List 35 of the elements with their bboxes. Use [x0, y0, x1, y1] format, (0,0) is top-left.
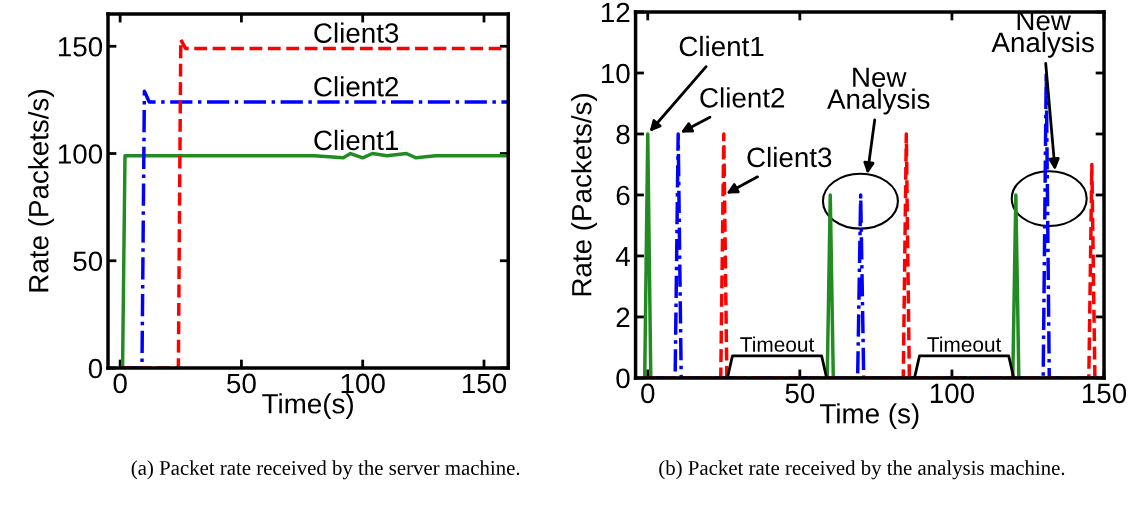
y-tick-label: 4 [615, 246, 630, 267]
annotation: Timeout [927, 336, 1002, 352]
y-tick-label: 150 [58, 36, 103, 57]
line-series [118, 151, 509, 369]
y-tick-label: 10 [601, 63, 630, 84]
y-tick-label: 50 [73, 251, 103, 272]
series-label: Client1 [314, 129, 399, 151]
annotation: Client1 [679, 35, 764, 57]
series-label: Client3 [314, 22, 399, 43]
annotation: Client3 [747, 146, 832, 168]
annotation: New Analysis [827, 67, 930, 115]
y-tick-label: 2 [616, 307, 630, 328]
y-axis-title: Rate (Packets/s) [571, 94, 598, 296]
annotation: Client2 [700, 87, 785, 108]
y-tick-label: 100 [58, 144, 103, 164]
y-axis-title: Rate (Packets/s) [28, 90, 55, 292]
x-axis-title: Time (s) [820, 403, 919, 430]
x-tick-label: 150 [462, 373, 507, 394]
x-tick-label: 100 [930, 383, 975, 404]
x-tick-label: 0 [641, 383, 655, 404]
x-tick-label: 50 [785, 383, 815, 404]
y-tick-label: 6 [616, 185, 630, 206]
x-axis-title: Time(s) [262, 393, 353, 420]
annotation: New Analysis [991, 11, 1094, 58]
x-tick-label: 0 [113, 373, 127, 394]
y-tick-label: 0 [88, 358, 103, 379]
text: (a) Packet rate received by the server machine. [131, 460, 520, 480]
x-tick-label: 150 [1082, 383, 1127, 404]
annotation: Timeout [740, 336, 815, 352]
text: (b) Packet rate received by the analysis machine. [659, 460, 1065, 480]
x-tick-label: 50 [227, 373, 256, 394]
series-label: Client2 [314, 76, 398, 97]
x-tick-label: 100 [341, 373, 385, 394]
y-tick-label: 8 [616, 124, 630, 145]
y-tick-label: 12 [601, 2, 630, 23]
